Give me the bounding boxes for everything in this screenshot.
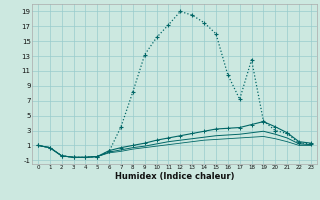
- X-axis label: Humidex (Indice chaleur): Humidex (Indice chaleur): [115, 172, 234, 181]
